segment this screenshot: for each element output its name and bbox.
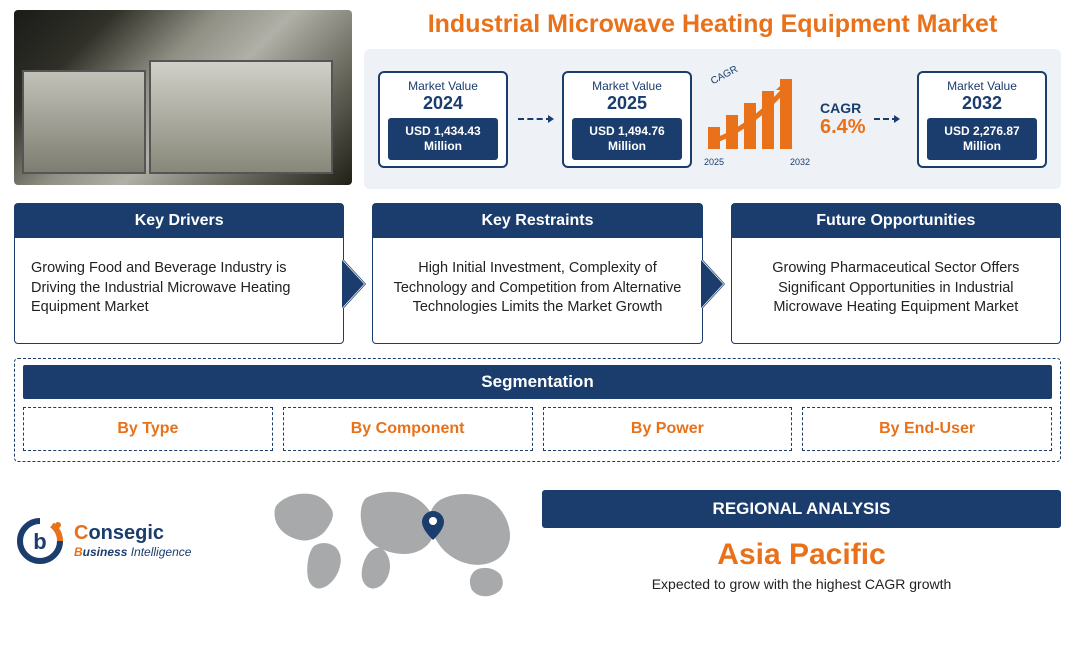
cagr-percent: 6.4% xyxy=(820,116,866,139)
value-label: Market Value xyxy=(572,79,682,93)
brand-logo: b Consegic Business Intelligence xyxy=(14,515,244,567)
logo-text: Consegic Business Intelligence xyxy=(74,522,191,559)
segmentation-panel: Segmentation By Type By Component By Pow… xyxy=(14,358,1061,462)
segment-end-user: By End-User xyxy=(802,407,1052,451)
value-amount: USD 1,494.76 Million xyxy=(572,118,682,160)
value-label: Market Value xyxy=(927,79,1037,93)
cagr-chart-icon: CAGR 2025 2032 xyxy=(702,72,812,167)
card-body: Growing Pharmaceutical Sector Offers Sig… xyxy=(732,238,1060,343)
regional-analysis: REGIONAL ANALYSIS Asia Pacific Expected … xyxy=(542,490,1061,592)
value-card-2024: Market Value 2024 USD 1,434.43 Million xyxy=(378,71,508,168)
value-year: 2024 xyxy=(388,93,498,114)
equipment-photo xyxy=(14,10,352,185)
logo-mark-icon: b xyxy=(14,515,66,567)
card-head: Key Drivers xyxy=(15,204,343,238)
segmentation-head: Segmentation xyxy=(23,365,1052,399)
chevron-right-icon xyxy=(343,260,365,308)
logo-line1-rest: onsegic xyxy=(88,522,164,544)
axis-end: 2032 xyxy=(790,157,810,167)
value-year: 2025 xyxy=(572,93,682,114)
logo-line2-accent: B xyxy=(74,545,83,559)
segment-component: By Component xyxy=(283,407,533,451)
segment-power: By Power xyxy=(543,407,793,451)
regional-main: Asia Pacific xyxy=(542,538,1061,572)
svg-text:b: b xyxy=(33,529,46,554)
arrow-connector-icon xyxy=(518,118,552,120)
chevron-right-icon xyxy=(702,260,724,308)
card-body: High Initial Investment, Complexity of T… xyxy=(373,238,701,343)
world-map-icon xyxy=(258,478,528,603)
page-title: Industrial Microwave Heating Equipment M… xyxy=(364,10,1061,39)
segment-type: By Type xyxy=(23,407,273,451)
value-card-2032: Market Value 2032 USD 2,276.87 Million xyxy=(917,71,1047,168)
value-year: 2032 xyxy=(927,93,1037,114)
card-body: Growing Food and Beverage Industry is Dr… xyxy=(15,238,343,343)
arrow-connector-icon xyxy=(874,118,898,120)
market-value-strip: Market Value 2024 USD 1,434.43 Million M… xyxy=(364,49,1061,189)
cagr-block: CAGR 2025 2032 CAGR 6.4% xyxy=(702,72,907,167)
logo-line2-rest: Intelligence xyxy=(127,545,191,559)
logo-line2-bold: usiness xyxy=(83,545,128,559)
regional-sub: Expected to grow with the highest CAGR g… xyxy=(542,576,1061,592)
value-label: Market Value xyxy=(388,79,498,93)
regional-head: REGIONAL ANALYSIS xyxy=(542,490,1061,528)
value-card-2025: Market Value 2025 USD 1,494.76 Million xyxy=(562,71,692,168)
value-amount: USD 1,434.43 Million xyxy=(388,118,498,160)
logo-line1-accent: C xyxy=(74,522,88,544)
cagr-label: CAGR xyxy=(820,100,861,116)
card-head: Key Restraints xyxy=(373,204,701,238)
axis-start: 2025 xyxy=(704,157,724,167)
card-key-restraints: Key Restraints High Initial Investment, … xyxy=(372,203,702,344)
card-head: Future Opportunities xyxy=(732,204,1060,238)
card-key-drivers: Key Drivers Growing Food and Beverage In… xyxy=(14,203,344,344)
value-amount: USD 2,276.87 Million xyxy=(927,118,1037,160)
card-future-opportunities: Future Opportunities Growing Pharmaceuti… xyxy=(731,203,1061,344)
